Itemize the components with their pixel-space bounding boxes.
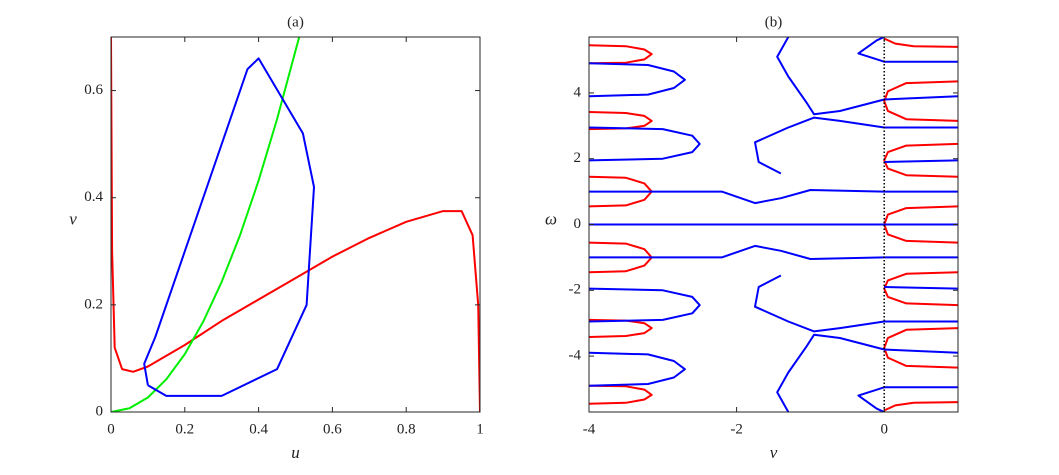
y-tick-label: -2	[569, 282, 582, 298]
y-axis-label: v	[69, 209, 77, 228]
plot-area	[111, 37, 480, 412]
curve	[111, 37, 301, 412]
y-tick-label: 4	[574, 84, 582, 100]
y-tick-label: 0	[96, 403, 104, 419]
curve	[111, 37, 480, 412]
y-tick-label: 0.2	[84, 296, 103, 312]
x-tick-label: 0	[107, 421, 115, 437]
y-tick-label: -4	[569, 348, 582, 364]
x-tick-label: 0.2	[175, 421, 194, 437]
x-tick-label: 0.6	[323, 421, 342, 437]
x-axis-label: u	[291, 443, 300, 462]
x-tick-label: 1	[476, 421, 484, 437]
y-axis-label: ω	[545, 209, 557, 228]
x-tick-label: 0.8	[397, 421, 416, 437]
curve	[143, 57, 315, 397]
curve	[589, 37, 958, 412]
y-tick-label: 2	[574, 150, 582, 166]
chart-title: (b)	[765, 14, 783, 30]
y-tick-label: 0.4	[84, 189, 103, 205]
x-tick-label: -2	[730, 421, 743, 437]
x-axis-label: ν	[770, 443, 778, 462]
axes-frame	[110, 36, 481, 413]
chart-title: (a)	[287, 14, 304, 30]
y-tick-label: 0.6	[84, 82, 103, 98]
x-tick-label: -4	[583, 421, 596, 437]
y-tick-label: 0	[574, 216, 582, 232]
x-tick-label: 0.4	[249, 421, 268, 437]
x-tick-label: 0	[880, 421, 888, 437]
